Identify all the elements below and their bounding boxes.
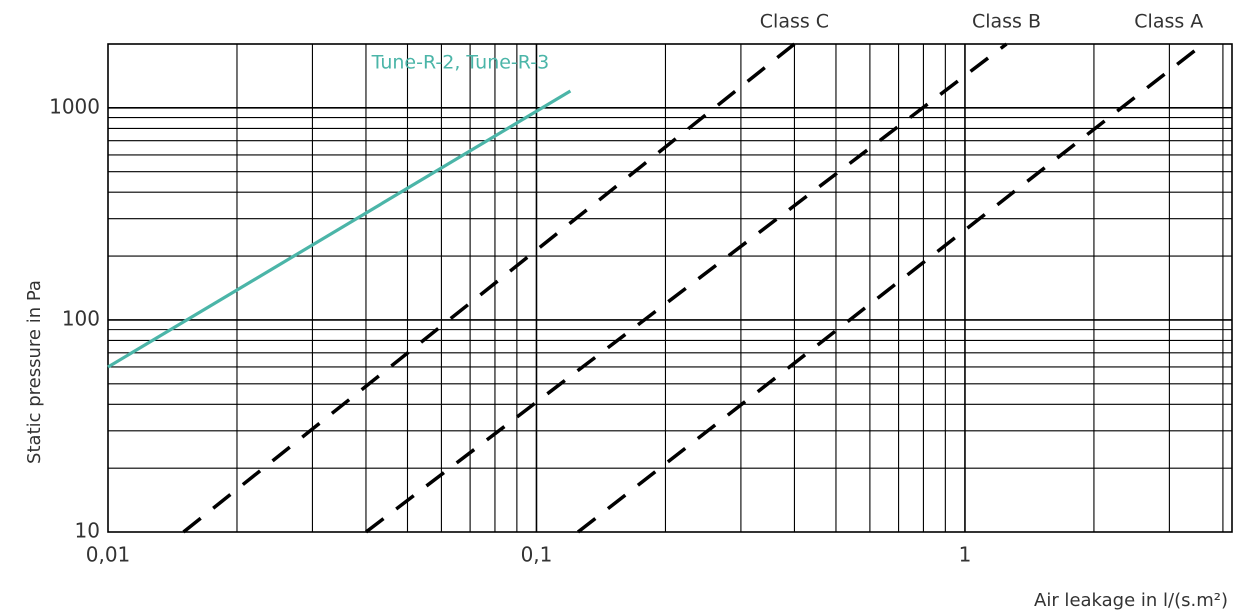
series-line-tune-r-2-tune-r-3 (107, 89, 572, 369)
x-tick-label: 0,1 (521, 543, 553, 567)
y-tick-label: 100 (62, 306, 100, 330)
series-label-class-c: Class C (760, 11, 829, 33)
series-line-class-a (576, 42, 1205, 534)
y-tick-labels: 10 100 1000 (49, 94, 100, 542)
y-axis-title: Static pressure in Pa (24, 280, 45, 464)
x-tick-label: 0,01 (86, 543, 131, 567)
grid (107, 43, 1233, 533)
y-tick-label: 1000 (49, 94, 100, 118)
series-label-class-a: Class A (1134, 11, 1203, 33)
series-line-class-c (182, 42, 796, 534)
series-line-class-b (364, 42, 1008, 534)
series-label-tune-r-2-tune-r-3: Tune-R-2, Tune-R-3 (371, 52, 550, 74)
x-tick-labels: 0,01 0,1 1 (86, 543, 972, 567)
x-axis-title: Air leakage in l/(s.m²) (1034, 590, 1228, 611)
plot-frame (107, 43, 1233, 533)
series-labels: Tune-R-2, Tune-R-3 Class C Class B Class A (371, 11, 1204, 74)
y-tick-label: 10 (75, 519, 100, 543)
x-tick-label: 1 (959, 543, 972, 567)
series-label-class-b: Class B (972, 11, 1041, 33)
series-layer (107, 42, 1205, 534)
